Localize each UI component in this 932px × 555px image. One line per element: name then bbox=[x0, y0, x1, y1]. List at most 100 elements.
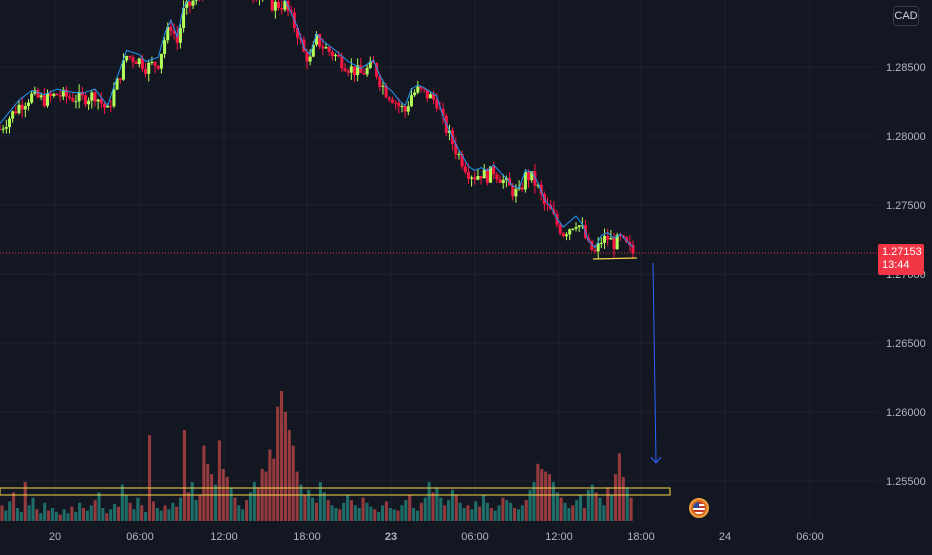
volume-bar bbox=[198, 495, 202, 521]
candle-body bbox=[102, 103, 106, 108]
candle-body bbox=[296, 27, 300, 38]
candle-body bbox=[511, 185, 515, 197]
candle-body bbox=[118, 78, 122, 80]
volume-bar bbox=[167, 509, 171, 521]
candle-body bbox=[58, 95, 62, 97]
price-tick-label: 1.25500 bbox=[886, 476, 926, 488]
volume-bar bbox=[43, 502, 47, 521]
volume-bar bbox=[346, 495, 350, 521]
volume-bar bbox=[528, 489, 532, 521]
volume-bar bbox=[361, 497, 365, 521]
candle-body bbox=[270, 0, 274, 11]
volume-bar bbox=[217, 440, 221, 521]
candle-body bbox=[131, 57, 135, 62]
candle-body bbox=[106, 105, 110, 108]
candle-body bbox=[622, 235, 626, 238]
volume-bar bbox=[602, 505, 606, 521]
candle-body bbox=[23, 106, 27, 110]
volume-bar bbox=[466, 505, 470, 521]
volume-bar bbox=[194, 500, 198, 521]
volume-bar bbox=[241, 509, 245, 521]
volume-bar bbox=[147, 435, 152, 521]
time-tick-label: 12:00 bbox=[545, 531, 573, 543]
volume-bar bbox=[4, 510, 8, 521]
candle-body bbox=[346, 71, 350, 73]
time-tick-label: 12:00 bbox=[210, 531, 238, 543]
candle-body bbox=[289, 10, 293, 13]
volume-bar bbox=[39, 513, 43, 521]
candle-body bbox=[473, 177, 477, 180]
candle-body bbox=[125, 56, 129, 61]
volume-bar bbox=[505, 500, 509, 521]
candle-body bbox=[501, 179, 505, 184]
candle-body bbox=[422, 88, 426, 90]
volume-bar bbox=[388, 508, 392, 521]
candle-body bbox=[371, 61, 375, 64]
candle-body bbox=[527, 171, 531, 181]
volume-bar bbox=[50, 508, 54, 521]
candle-body bbox=[571, 228, 575, 230]
volume-bar bbox=[124, 495, 128, 521]
volume-bar bbox=[155, 508, 159, 521]
candle-body bbox=[280, 7, 284, 10]
volume-bar bbox=[520, 505, 524, 521]
candle-body bbox=[485, 169, 489, 183]
candle-body bbox=[188, 1, 192, 6]
candle-body bbox=[96, 99, 100, 102]
candle-body bbox=[333, 55, 337, 57]
last-price-tag: 1.27153 13:44 bbox=[878, 244, 924, 275]
volume-bar bbox=[151, 501, 155, 521]
candle-body bbox=[546, 204, 550, 206]
volume-bar bbox=[116, 506, 120, 521]
candle-body bbox=[561, 233, 565, 237]
volume-bar bbox=[516, 509, 520, 521]
time-axis-bg bbox=[0, 521, 932, 550]
volume-bar bbox=[380, 505, 385, 521]
candle-body bbox=[0, 129, 2, 131]
volume-bar bbox=[47, 510, 51, 521]
volume-bars bbox=[0, 391, 633, 521]
candle-body bbox=[565, 234, 569, 237]
candle-body bbox=[71, 98, 75, 102]
volume-bar bbox=[408, 495, 412, 521]
volume-bar bbox=[159, 510, 163, 521]
volume-bar bbox=[594, 492, 598, 521]
candle-body bbox=[14, 111, 18, 114]
candle-body bbox=[375, 63, 379, 77]
volume-bar bbox=[128, 502, 132, 521]
volume-bar bbox=[462, 508, 466, 521]
price-tick-label: 1.27500 bbox=[886, 200, 926, 212]
volume-bar bbox=[369, 506, 373, 521]
volume-bar bbox=[493, 510, 497, 521]
volume-bar bbox=[202, 445, 206, 521]
candle-body bbox=[378, 76, 382, 87]
candle-body bbox=[466, 172, 470, 179]
volume-bar bbox=[35, 509, 39, 521]
candle-body bbox=[387, 97, 391, 100]
candle-body bbox=[606, 236, 610, 240]
currency-label[interactable]: CAD bbox=[893, 6, 919, 26]
candle-body bbox=[330, 51, 334, 57]
candle-body bbox=[30, 93, 34, 103]
candle-body bbox=[109, 105, 113, 107]
time-tick-label: 18:00 bbox=[627, 531, 655, 543]
candle-body bbox=[182, 7, 186, 29]
volume-bar bbox=[66, 513, 70, 521]
volume-bar bbox=[318, 482, 322, 521]
candle-body bbox=[77, 91, 81, 102]
volume-bar bbox=[287, 430, 291, 521]
candle-body bbox=[191, 0, 195, 6]
us-flag-icon[interactable] bbox=[689, 498, 709, 518]
volume-bar bbox=[563, 502, 567, 521]
volume-bar bbox=[113, 504, 117, 521]
candle-body bbox=[308, 56, 312, 62]
candle-body bbox=[558, 224, 562, 234]
candle-body bbox=[631, 244, 635, 254]
candle-body bbox=[175, 33, 179, 43]
volume-bar bbox=[210, 474, 214, 521]
volume-bar bbox=[101, 508, 105, 521]
volume-bar bbox=[435, 487, 439, 521]
candle-body bbox=[457, 154, 461, 156]
volume-bar bbox=[12, 492, 16, 521]
